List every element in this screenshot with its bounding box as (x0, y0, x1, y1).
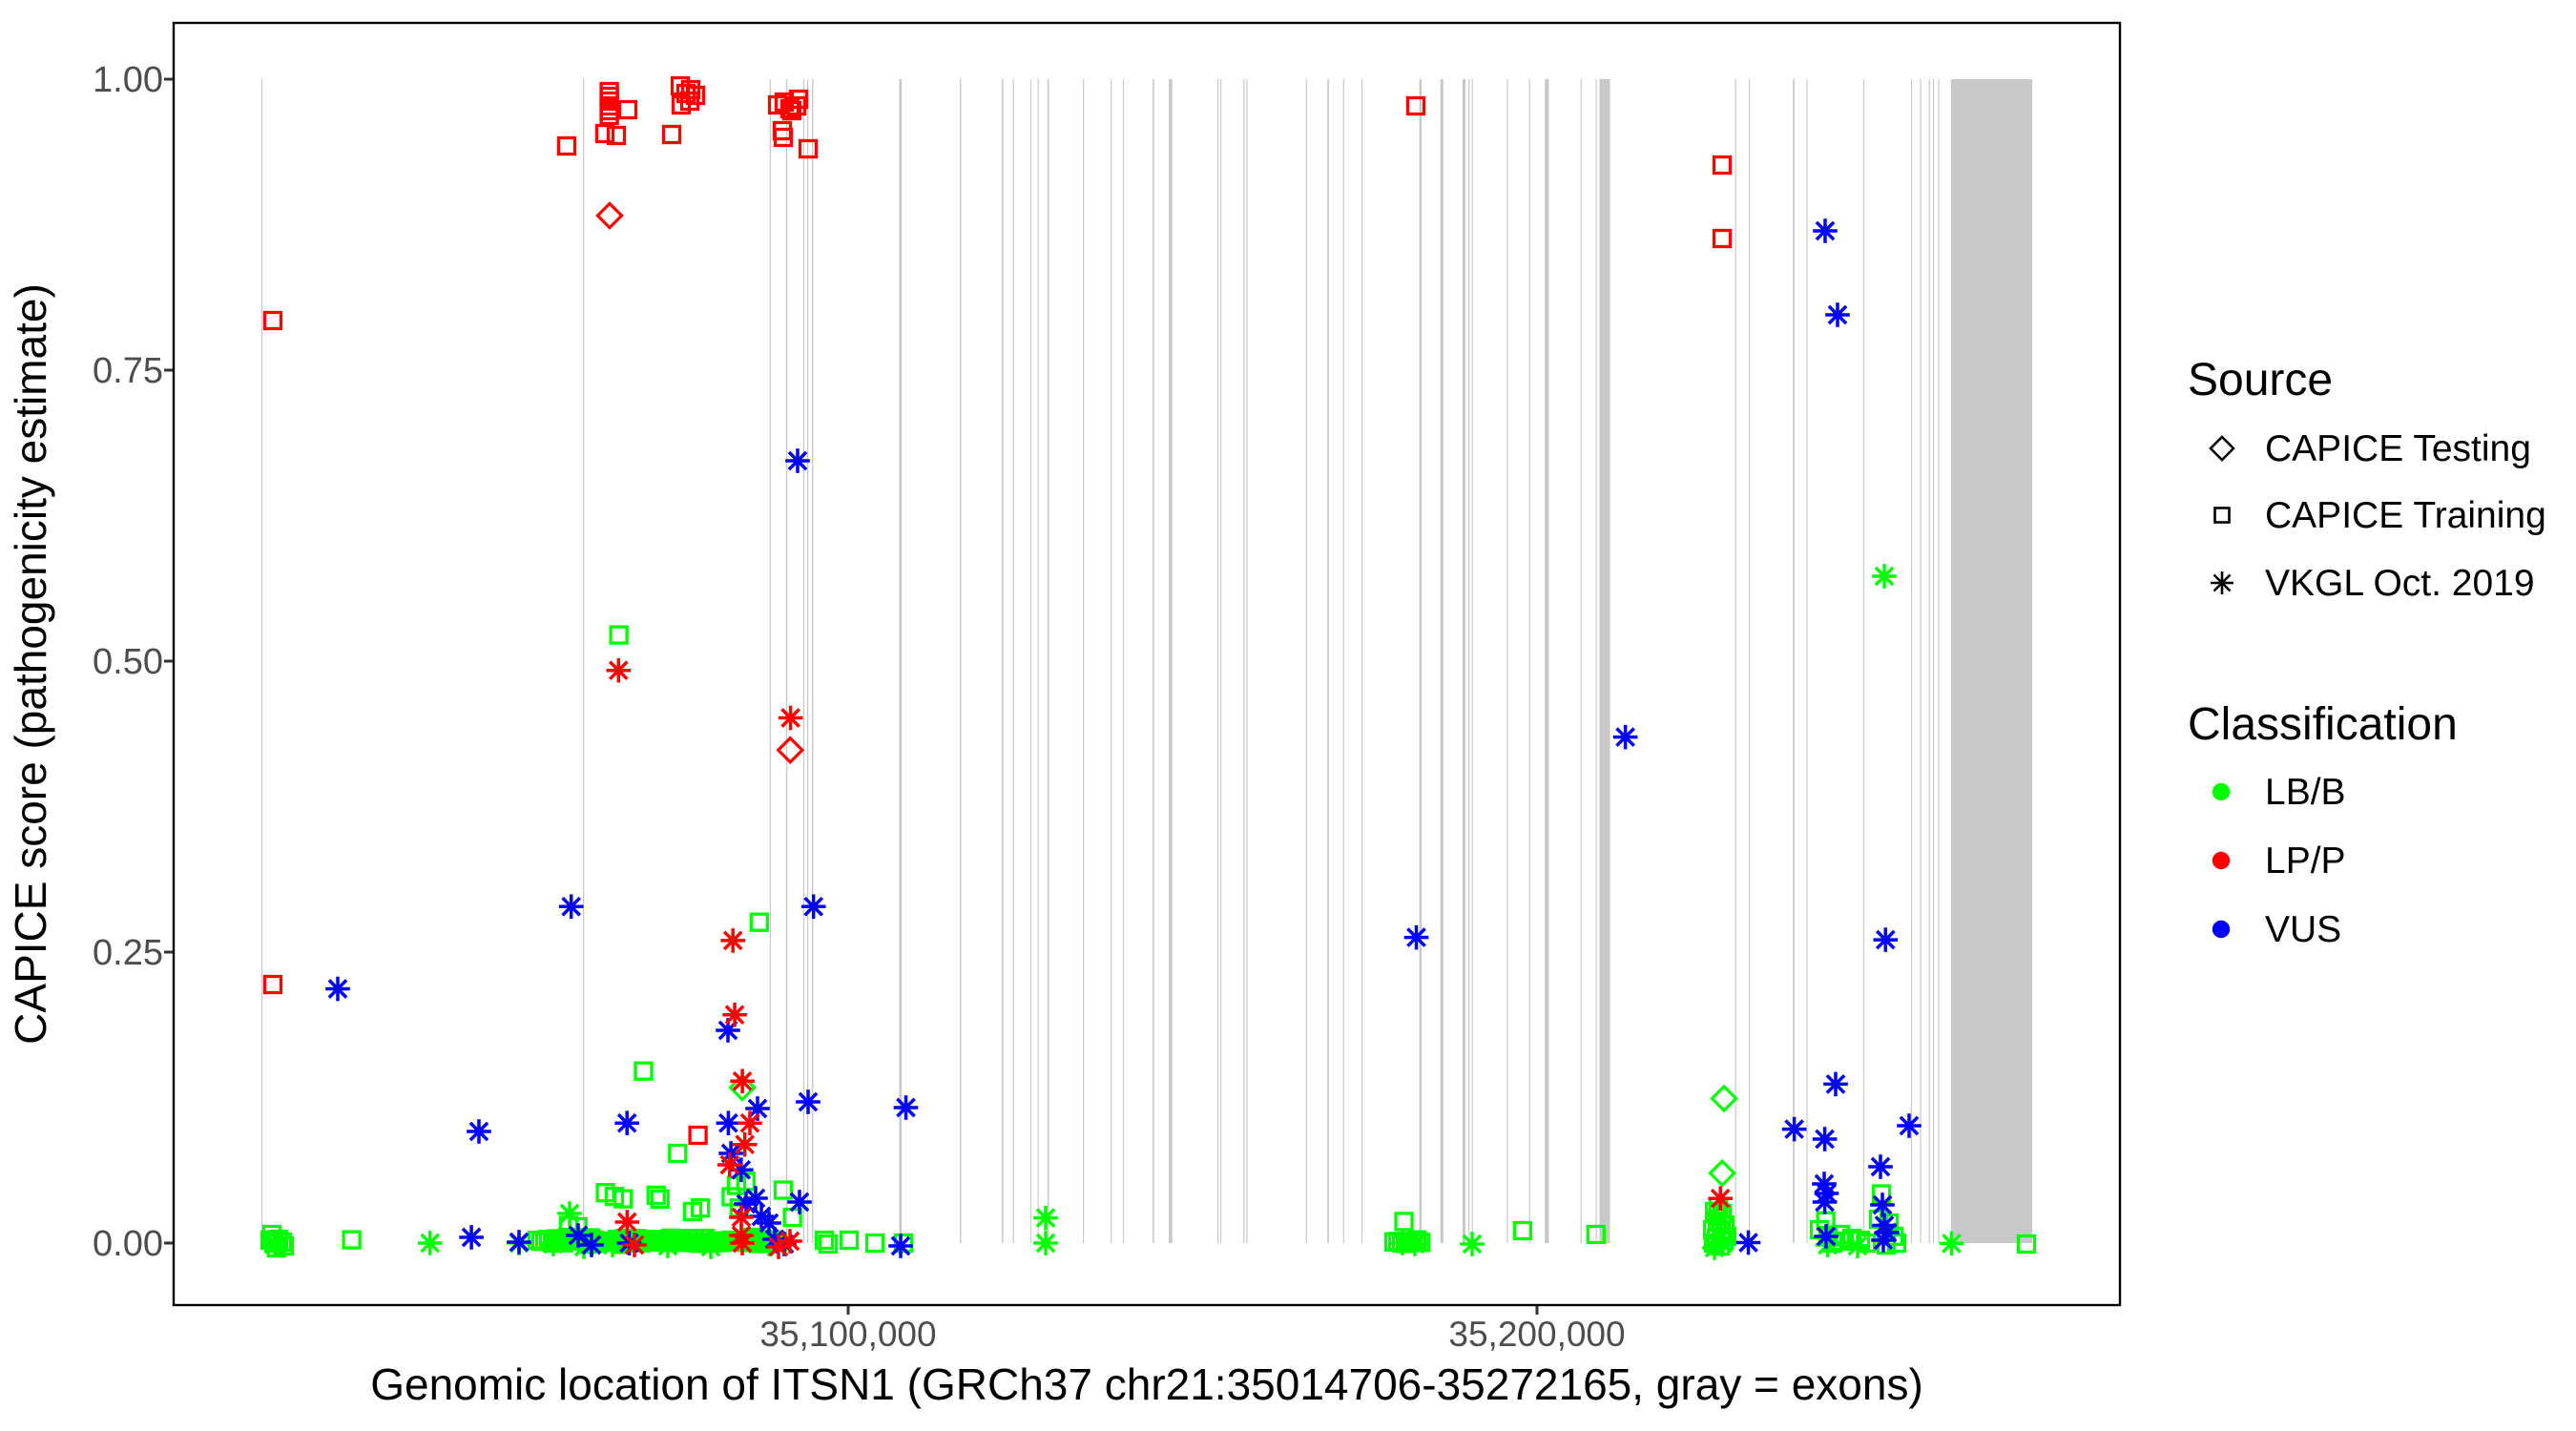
svg-text:35,100,000: 35,100,000 (759, 1315, 936, 1354)
svg-text:LB/B: LB/B (2265, 772, 2346, 813)
svg-text:0.75: 0.75 (93, 351, 163, 391)
svg-text:0.50: 0.50 (93, 642, 163, 682)
svg-text:35,200,000: 35,200,000 (1448, 1315, 1625, 1354)
svg-text:VKGL Oct. 2019: VKGL Oct. 2019 (2265, 563, 2535, 604)
svg-text:Source: Source (2188, 355, 2333, 405)
svg-text:0.00: 0.00 (93, 1224, 163, 1264)
svg-text:Genomic location of ITSN1 (GRC: Genomic location of ITSN1 (GRCh37 chr21:… (370, 1359, 1923, 1409)
svg-text:0.25: 0.25 (93, 933, 163, 973)
svg-text:CAPICE Training: CAPICE Training (2265, 495, 2546, 536)
svg-text:CAPICE score (pathogenicity es: CAPICE score (pathogenicity estimate) (6, 283, 55, 1045)
svg-text:LP/P: LP/P (2265, 840, 2346, 881)
svg-text:CAPICE Testing: CAPICE Testing (2265, 428, 2531, 469)
svg-text:1.00: 1.00 (93, 60, 163, 100)
svg-text:Classification: Classification (2188, 699, 2458, 750)
svg-text:VUS: VUS (2265, 909, 2341, 950)
